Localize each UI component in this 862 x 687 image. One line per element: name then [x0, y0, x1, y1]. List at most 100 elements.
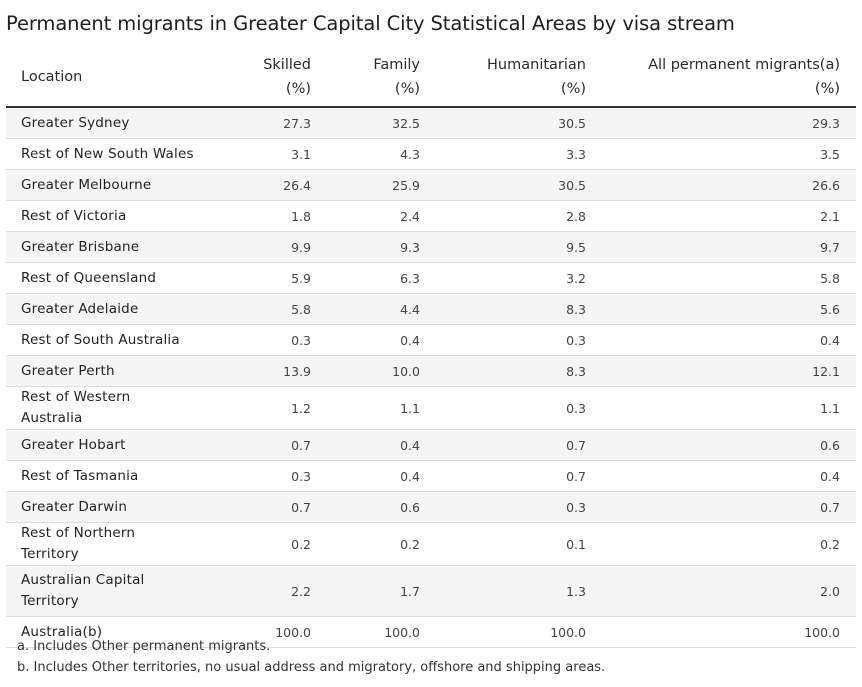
cell-humanitarian: 0.1 [436, 522, 602, 566]
table-row: Greater Melbourne 26.4 25.9 30.5 26.6 [6, 169, 856, 201]
cell-skilled: 100.0 [211, 616, 327, 648]
cell-location: Rest of Victoria [6, 200, 211, 232]
cell-skilled: 0.7 [211, 429, 327, 461]
cell-humanitarian: 0.3 [436, 491, 602, 523]
header-skilled: Skilled (%) [211, 48, 327, 108]
cell-all: 29.3 [602, 107, 856, 139]
cell-skilled: 27.3 [211, 107, 327, 139]
table-row: Rest of Tasmania 0.3 0.4 0.7 0.4 [6, 460, 856, 492]
cell-location: Greater Melbourne [6, 169, 211, 201]
cell-skilled: 0.3 [211, 460, 327, 492]
cell-location: Greater Perth [6, 355, 211, 387]
table-row: Rest of Queensland 5.9 6.3 3.2 5.8 [6, 262, 856, 294]
table-row: Rest of Western Australia 1.2 1.1 0.3 1.1 [6, 386, 856, 430]
cell-family: 1.1 [327, 386, 436, 430]
table-row: Greater Sydney 27.3 32.5 30.5 29.3 [6, 107, 856, 139]
cell-skilled: 1.8 [211, 200, 327, 232]
cell-all: 0.4 [602, 324, 856, 356]
cell-humanitarian: 100.0 [436, 616, 602, 648]
table-row: Australian Capital Territory 2.2 1.7 1.3 2.0 [6, 565, 856, 617]
cell-humanitarian: 0.7 [436, 429, 602, 461]
cell-humanitarian: 0.3 [436, 324, 602, 356]
cell-family: 0.4 [327, 429, 436, 461]
cell-family: 100.0 [327, 616, 436, 648]
cell-skilled: 0.3 [211, 324, 327, 356]
cell-humanitarian: 8.3 [436, 355, 602, 387]
cell-location: Greater Adelaide [6, 293, 211, 325]
cell-family: 32.5 [327, 107, 436, 139]
cell-all: 0.7 [602, 491, 856, 523]
cell-family: 2.4 [327, 200, 436, 232]
table-body: Greater Sydney 27.3 32.5 30.5 29.3 Rest of Ne… [6, 107, 856, 648]
cell-family: 6.3 [327, 262, 436, 294]
cell-location: Greater Darwin [6, 491, 211, 523]
header-all-permanent-migrants: All permanent migrants(a) (%) [602, 48, 856, 108]
cell-location: Rest of Tasmania [6, 460, 211, 492]
data-table-container: Location Skilled (%) Family (%) Humanitari… [6, 48, 856, 648]
cell-location: Australian Capital Territory [6, 565, 211, 617]
cell-family: 0.2 [327, 522, 436, 566]
cell-location: Greater Sydney [6, 107, 211, 139]
cell-family: 25.9 [327, 169, 436, 201]
cell-all: 1.1 [602, 386, 856, 430]
cell-skilled: 0.7 [211, 491, 327, 523]
cell-skilled: 0.2 [211, 522, 327, 566]
cell-humanitarian: 3.2 [436, 262, 602, 294]
cell-humanitarian: 9.5 [436, 231, 602, 263]
table-row: Rest of Northern Territory 0.2 0.2 0.1 0.2 [6, 522, 856, 566]
cell-humanitarian: 0.7 [436, 460, 602, 492]
cell-family: 0.4 [327, 324, 436, 356]
cell-all: 12.1 [602, 355, 856, 387]
cell-all: 9.7 [602, 231, 856, 263]
header-humanitarian: Humanitarian (%) [436, 48, 602, 108]
cell-humanitarian: 30.5 [436, 107, 602, 139]
table-row: Greater Adelaide 5.8 4.4 8.3 5.6 [6, 293, 856, 325]
table-row: Greater Brisbane 9.9 9.3 9.5 9.7 [6, 231, 856, 263]
cell-skilled: 3.1 [211, 138, 327, 170]
cell-humanitarian: 3.3 [436, 138, 602, 170]
cell-all: 0.6 [602, 429, 856, 461]
cell-skilled: 1.2 [211, 386, 327, 430]
cell-all: 100.0 [602, 616, 856, 648]
cell-all: 2.0 [602, 565, 856, 617]
table-row: Rest of New South Wales 3.1 4.3 3.3 3.5 [6, 138, 856, 170]
cell-family: 9.3 [327, 231, 436, 263]
footnote-b: b. Includes Other territories, no usual … [17, 660, 606, 675]
cell-skilled: 13.9 [211, 355, 327, 387]
page-title: Permanent migrants in Greater Capital Ci… [6, 12, 735, 35]
cell-location: Rest of Queensland [6, 262, 211, 294]
cell-location: Rest of Western Australia [6, 386, 211, 430]
cell-family: 4.3 [327, 138, 436, 170]
table-row: Rest of Victoria 1.8 2.4 2.8 2.1 [6, 200, 856, 232]
cell-all: 0.4 [602, 460, 856, 492]
cell-humanitarian: 30.5 [436, 169, 602, 201]
cell-humanitarian: 0.3 [436, 386, 602, 430]
cell-all: 26.6 [602, 169, 856, 201]
cell-all: 0.2 [602, 522, 856, 566]
cell-location: Rest of Northern Territory [6, 522, 211, 566]
cell-humanitarian: 8.3 [436, 293, 602, 325]
table-row: Australia(b) 100.0 100.0 100.0 100.0 [6, 616, 856, 648]
cell-family: 0.6 [327, 491, 436, 523]
footnote-a: a. Includes Other permanent migrants. [17, 639, 271, 654]
table-row: Greater Perth 13.9 10.0 8.3 12.1 [6, 355, 856, 387]
cell-location: Rest of South Australia [6, 324, 211, 356]
migrants-table: Location Skilled (%) Family (%) Humanitari… [6, 48, 856, 648]
cell-skilled: 9.9 [211, 231, 327, 263]
header-family: Family (%) [327, 48, 436, 108]
cell-all: 2.1 [602, 200, 856, 232]
cell-family: 1.7 [327, 565, 436, 617]
footnotes: a. Includes Other permanent migrants. b.… [17, 636, 605, 678]
table-header-row: Location Skilled (%) Family (%) Humanitari… [6, 48, 856, 108]
cell-skilled: 5.9 [211, 262, 327, 294]
cell-all: 5.8 [602, 262, 856, 294]
table-row: Greater Darwin 0.7 0.6 0.3 0.7 [6, 491, 856, 523]
cell-all: 3.5 [602, 138, 856, 170]
cell-family: 0.4 [327, 460, 436, 492]
header-location: Location [6, 48, 211, 108]
cell-family: 10.0 [327, 355, 436, 387]
cell-family: 4.4 [327, 293, 436, 325]
table-row: Greater Hobart 0.7 0.4 0.7 0.6 [6, 429, 856, 461]
cell-skilled: 5.8 [211, 293, 327, 325]
cell-location: Greater Brisbane [6, 231, 211, 263]
